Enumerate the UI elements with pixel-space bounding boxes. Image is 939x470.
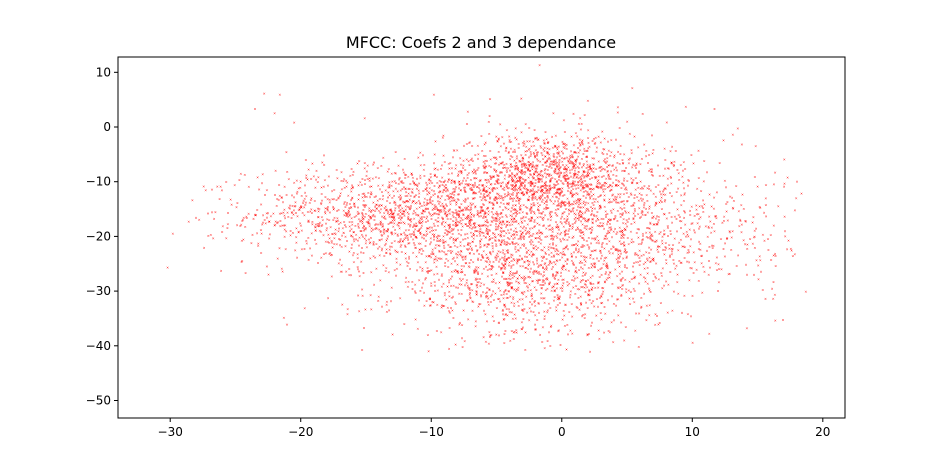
- y-tick-label: −30: [86, 284, 111, 298]
- y-tick-label: −50: [86, 393, 111, 407]
- x-tick-label: 0: [558, 425, 566, 439]
- x-tick-label: 10: [685, 425, 700, 439]
- x-tick-label: 20: [815, 425, 830, 439]
- x-tick-label: −10: [419, 425, 444, 439]
- scatter-points: [166, 64, 807, 353]
- y-tick-label: −10: [86, 175, 111, 189]
- y-tick-label: −20: [86, 229, 111, 243]
- x-tick-label: −20: [288, 425, 313, 439]
- y-axis: 10 0 −10 −20 −30 −40 −50: [86, 65, 118, 407]
- x-axis: −30 −20 −10 0 10 20: [158, 418, 830, 439]
- plot-frame: [117, 56, 846, 419]
- y-tick-label: 10: [96, 65, 111, 79]
- chart-title: MFCC: Coefs 2 and 3 dependance: [346, 33, 616, 52]
- y-tick-label: 0: [103, 120, 111, 134]
- scatter-point-marks: [166, 64, 807, 353]
- x-tick-label: −30: [158, 425, 183, 439]
- y-tick-label: −40: [86, 339, 111, 353]
